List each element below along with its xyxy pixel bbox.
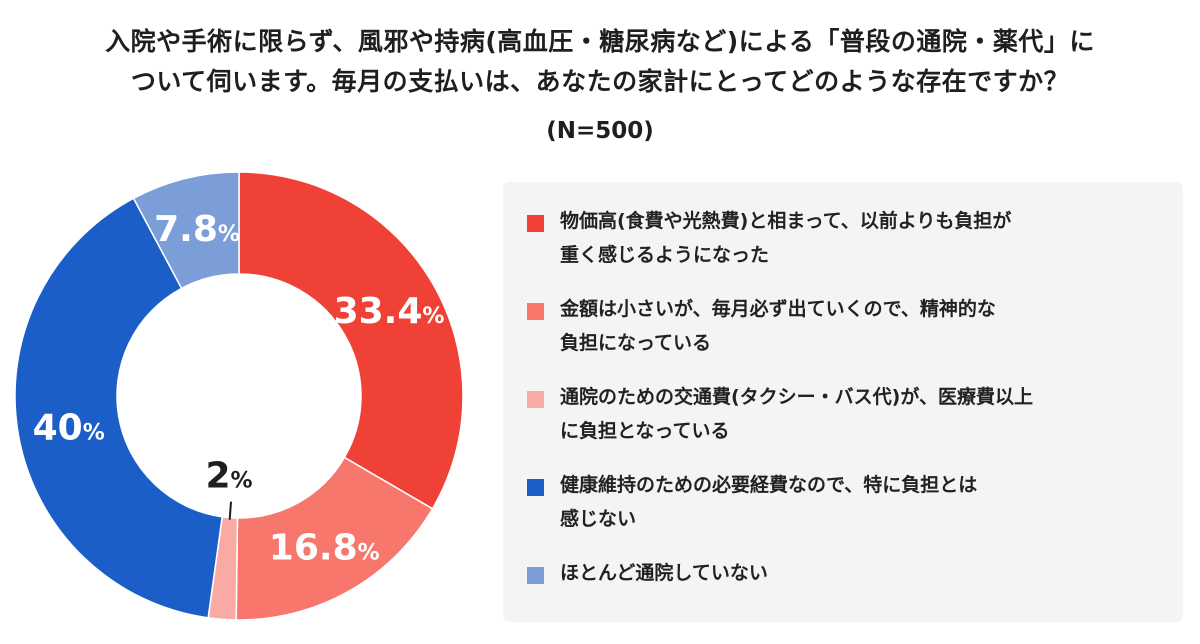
legend-label: ほとんど通院していない <box>560 556 1159 590</box>
slice-label: 40% <box>33 407 105 448</box>
donut-chart: 33.4% 16.8% 2% 40% 7.8% <box>14 171 464 621</box>
legend-label-line: 感じない <box>560 508 637 530</box>
legend-label: 通院のための交通費(タクシー・バス代)が、医療費以上 に負担となっている <box>560 380 1159 448</box>
legend-label: 健康維持のための必要経費なので、特に負担とは 感じない <box>560 468 1159 536</box>
legend-swatch <box>527 215 544 232</box>
slice-label: 7.8% <box>154 209 240 250</box>
donut-slice <box>14 197 224 619</box>
legend: 物価高(食費や光熱費)と相まって、以前よりも負担が 重く感じるようになった 金額… <box>503 182 1183 622</box>
legend-swatch <box>527 567 544 584</box>
legend-label-line: 物価高(食費や光熱費)と相まって、以前よりも負担が <box>560 210 1012 232</box>
leader-line <box>228 501 233 520</box>
legend-label-line: 金額は小さいが、毎月必ず出ていくので、精神的な <box>560 298 996 320</box>
legend-item: ほとんど通院していない <box>527 556 1159 644</box>
legend-label: 金額は小さいが、毎月必ず出ていくので、精神的な 負担になっている <box>560 292 1159 360</box>
slice-label: 2% <box>205 456 252 497</box>
donut-slice <box>132 171 240 290</box>
chart-title: 入院や手術に限らず、風邪や持病(高血圧・糖尿病など)による「普段の通院・薬代」に… <box>0 22 1200 102</box>
legend-label-line: 通院のための交通費(タクシー・バス代)が、医療費以上 <box>560 386 1033 408</box>
legend-swatch <box>527 479 544 496</box>
legend-label-line: 健康維持のための必要経費なので、特に負担とは <box>560 474 978 496</box>
legend-swatch <box>527 391 544 408</box>
donut-slice <box>238 171 464 510</box>
chart-title-line-1: 入院や手術に限らず、風邪や持病(高血圧・糖尿病など)による「普段の通院・薬代」に <box>105 27 1095 56</box>
legend-item: 物価高(食費や光熱費)と相まって、以前よりも負担が 重く感じるようになった <box>527 204 1159 292</box>
legend-item: 健康維持のための必要経費なので、特に負担とは 感じない <box>527 468 1159 556</box>
donut-slice <box>235 456 434 621</box>
legend-swatch <box>527 303 544 320</box>
slice-label: 33.4% <box>334 291 445 332</box>
legend-label-line: ほとんど通院していない <box>560 562 768 584</box>
legend-item: 通院のための交通費(タクシー・バス代)が、医療費以上 に負担となっている <box>527 380 1159 468</box>
legend-label: 物価高(食費や光熱費)と相まって、以前よりも負担が 重く感じるようになった <box>560 204 1159 272</box>
chart-title-line-2: ついて伺います。毎月の支払いは、あなたの家計にとってどのような存在ですか？ <box>130 67 1070 96</box>
legend-label-line: 重く感じるようになった <box>560 244 770 266</box>
slice-label: 16.8% <box>269 528 380 569</box>
chart-subtitle: (N=500) <box>546 118 654 144</box>
legend-label-line: に負担となっている <box>560 420 730 442</box>
legend-label-line: 負担になっている <box>560 332 712 354</box>
legend-item: 金額は小さいが、毎月必ず出ていくので、精神的な 負担になっている <box>527 292 1159 380</box>
